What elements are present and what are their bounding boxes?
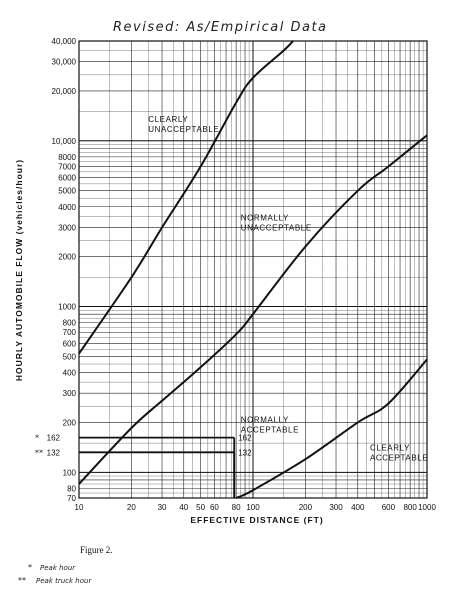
y-tick-label: 7000 xyxy=(58,162,76,171)
x-tick-label: 60 xyxy=(210,503,219,512)
footnote-2-mark: ** xyxy=(18,576,26,585)
boundary-curve-1 xyxy=(78,40,294,355)
figure-caption: Figure 2. xyxy=(80,545,113,555)
reference-lines: 162 162 * 132 132 ** xyxy=(35,434,252,498)
y-tick-label: 700 xyxy=(63,328,77,337)
x-tick-label: 1000 xyxy=(418,503,436,512)
x-tick-label: 100 xyxy=(246,503,260,512)
region-label-4-line-2: ACCEPTABLE xyxy=(370,454,428,463)
y-tick-label: 600 xyxy=(63,339,77,348)
region-label-1-line-2: UNACCEPTABLE xyxy=(148,125,219,134)
region-label-3-line-2: ACCEPTABLE xyxy=(241,425,299,434)
region-label-3-line-1: NORMALLY xyxy=(241,415,289,424)
x-tick-label: 10 xyxy=(75,503,84,512)
y-tick-label: 3000 xyxy=(58,223,76,232)
x-tick-label: 200 xyxy=(299,503,313,512)
reference-value-162: 162 xyxy=(238,434,252,443)
plot-frame xyxy=(78,40,428,499)
y-tick-label: 40,000 xyxy=(52,37,77,46)
y-tick-label: 400 xyxy=(63,369,77,378)
x-tick-label: 600 xyxy=(382,503,396,512)
y-tick-label: 4000 xyxy=(58,203,76,212)
y-tick-label: 10,000 xyxy=(52,137,77,146)
handwritten-title: Revised: As/Empirical Data xyxy=(113,20,328,35)
y-tick-label: 20,000 xyxy=(52,87,77,96)
y-tick-label: 200 xyxy=(63,418,77,427)
x-tick-label: 30 xyxy=(158,503,167,512)
y-tick-label: 30,000 xyxy=(52,58,77,67)
footnote-1-mark: * xyxy=(28,563,32,572)
y-tick-label: 2000 xyxy=(58,253,76,262)
y-tick-label: 800 xyxy=(63,319,77,328)
reference-mark-162: * xyxy=(35,434,39,443)
y-tick-label: 300 xyxy=(63,389,77,398)
footnote-2-text: Peak truck hour xyxy=(36,577,92,585)
x-axis-label: EFFECTIVE DISTANCE (FT) xyxy=(190,515,323,525)
x-tick-label: 800 xyxy=(403,503,417,512)
reference-inner-label-132: 132 xyxy=(47,448,61,457)
y-tick-label: 8000 xyxy=(58,153,76,162)
reference-mark-132: ** xyxy=(35,448,43,457)
footnote-1-text: Peak hour xyxy=(40,564,76,572)
y-tick-label: 500 xyxy=(63,352,77,361)
x-tick-label: 50 xyxy=(196,503,205,512)
region-label-2-line-2: UNACCEPTABLE xyxy=(241,224,312,233)
region-label-4-line-1: CLEARLY xyxy=(370,444,410,453)
boundary-curve-3 xyxy=(235,358,428,499)
x-tick-label: 400 xyxy=(351,503,365,512)
x-tick-label: 40 xyxy=(179,503,188,512)
y-tick-label: 6000 xyxy=(58,174,76,183)
x-tick-label: 300 xyxy=(329,503,343,512)
reference-value-132: 132 xyxy=(238,448,252,457)
y-tick-label: 5000 xyxy=(58,187,76,196)
y-tick-label: 1000 xyxy=(58,303,76,312)
y-tick-label: 100 xyxy=(63,468,77,477)
x-tick-label: 20 xyxy=(127,503,136,512)
curves xyxy=(78,40,428,499)
x-tick-label: 80 xyxy=(232,503,241,512)
x-tick-labels: 10 20 30 40 50 60 80 100 200 300 400 600 800 1000 xyxy=(75,503,437,512)
y-tick-label: 80 xyxy=(67,484,76,493)
boundary-curve-2 xyxy=(78,134,428,485)
region-labels: CLEARLYUNACCEPTABLENORMALLYUNACCEPTABLEN… xyxy=(148,115,428,463)
region-label-1-line-1: CLEARLY xyxy=(148,115,188,124)
y-axis-label: HOURLY AUTOMOBILE FLOW (vehicles/hour) xyxy=(14,159,24,381)
reference-inner-label-162: 162 xyxy=(47,434,61,443)
y-tick-label: 70 xyxy=(67,494,76,503)
region-label-2-line-1: NORMALLY xyxy=(241,214,289,223)
